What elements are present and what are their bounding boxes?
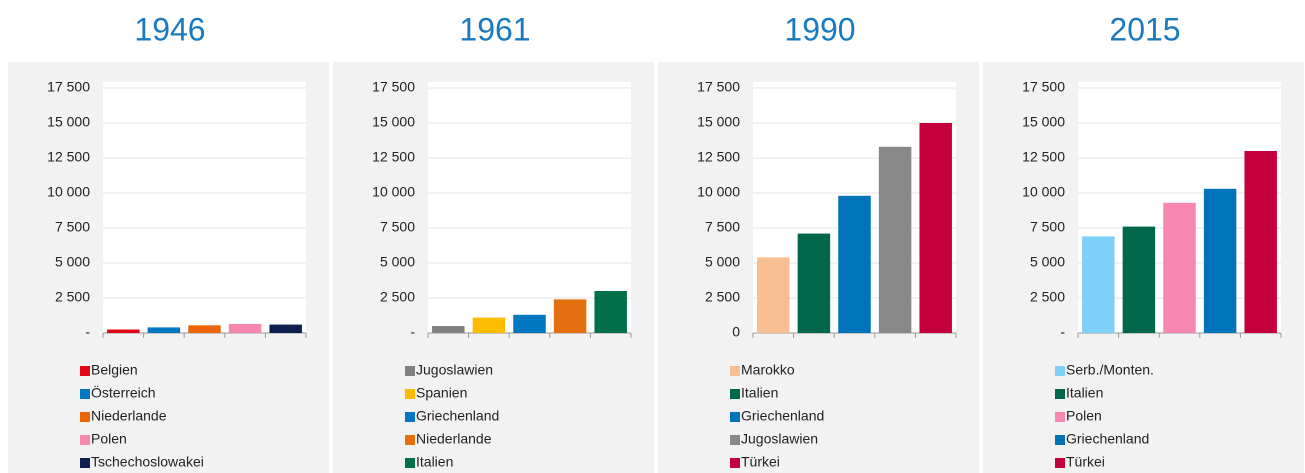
y-tick-label: 10 000 — [697, 184, 740, 200]
legend-label: Griechenland — [1066, 431, 1149, 447]
legend-label: Griechenland — [416, 408, 499, 424]
y-tick-label: 10 000 — [47, 184, 90, 200]
legend-label: Polen — [91, 431, 127, 447]
legend-swatch — [80, 435, 90, 445]
chart-title: 2015 — [1109, 11, 1180, 47]
bar — [432, 326, 465, 333]
y-tick-label: 2 500 — [1030, 289, 1065, 305]
bar — [1082, 236, 1115, 333]
legend-swatch — [80, 412, 90, 422]
y-tick-label: 17 500 — [47, 79, 90, 95]
legend-label: Tschechoslowakei — [91, 454, 204, 470]
legend-swatch — [1055, 458, 1065, 468]
legend-label: Jugoslawien — [741, 431, 818, 447]
bar — [1244, 151, 1277, 333]
legend-label: Spanien — [416, 385, 467, 401]
y-tick-label: 5 000 — [1030, 254, 1065, 270]
legend-label: Niederlande — [91, 408, 167, 424]
legend-swatch — [80, 389, 90, 399]
legend-swatch — [80, 366, 90, 376]
legend-swatch — [1055, 366, 1065, 376]
y-tick-label: 2 500 — [55, 289, 90, 305]
y-tick-label: 15 000 — [47, 114, 90, 130]
y-tick-label: 7 500 — [705, 219, 740, 235]
chart-title: 1946 — [134, 11, 205, 47]
bar — [553, 299, 587, 333]
bar — [797, 233, 831, 333]
plot-area — [103, 82, 306, 333]
bar — [472, 317, 506, 333]
y-tick-label: - — [1060, 324, 1065, 340]
legend-label: Jugoslawien — [416, 362, 493, 378]
bar — [594, 291, 627, 333]
y-tick-label: 5 000 — [55, 254, 90, 270]
legend-label: Griechenland — [741, 408, 824, 424]
legend-swatch — [405, 389, 415, 399]
legend-label: Italien — [1066, 385, 1103, 401]
legend-label: Österreich — [91, 384, 156, 401]
y-tick-label: 2 500 — [380, 289, 415, 305]
y-tick-label: 12 500 — [372, 149, 415, 165]
y-tick-label: 5 000 — [705, 254, 740, 270]
y-tick-label: 15 000 — [697, 114, 740, 130]
y-tick-label: 5 000 — [380, 254, 415, 270]
legend-swatch — [730, 435, 740, 445]
y-tick-label: 12 500 — [1022, 149, 1065, 165]
legend-label: Belgien — [91, 362, 138, 378]
legend-swatch — [1055, 389, 1065, 399]
bar — [878, 146, 912, 333]
bar — [513, 314, 546, 333]
chart-title: 1961 — [459, 11, 530, 47]
bar — [1122, 226, 1156, 333]
y-tick-label: 12 500 — [47, 149, 90, 165]
bar — [1203, 188, 1237, 333]
y-tick-label: 7 500 — [380, 219, 415, 235]
y-tick-label: 10 000 — [372, 184, 415, 200]
legend-label: Marokko — [741, 362, 795, 378]
legend-swatch — [730, 366, 740, 376]
legend-swatch — [405, 435, 415, 445]
y-tick-label: 10 000 — [1022, 184, 1065, 200]
bar — [269, 324, 302, 333]
bar — [188, 325, 221, 333]
legend-label: Serb./Monten. — [1066, 362, 1154, 378]
legend-label: Niederlande — [416, 431, 492, 447]
y-tick-label: 2 500 — [705, 289, 740, 305]
bar — [107, 329, 140, 333]
legend-swatch — [405, 412, 415, 422]
legend-label: Italien — [741, 385, 778, 401]
bar — [757, 257, 790, 333]
y-tick-label: 0 — [732, 324, 740, 340]
y-tick-label: 15 000 — [372, 114, 415, 130]
legend-swatch — [1055, 412, 1065, 422]
y-tick-label: 17 500 — [697, 79, 740, 95]
y-tick-label: 7 500 — [55, 219, 90, 235]
legend-swatch — [730, 458, 740, 468]
y-tick-label: 7 500 — [1030, 219, 1065, 235]
legend-swatch — [730, 389, 740, 399]
y-tick-label: 17 500 — [1022, 79, 1065, 95]
legend-swatch — [1055, 435, 1065, 445]
legend-label: Türkei — [741, 454, 780, 470]
legend-swatch — [730, 412, 740, 422]
y-tick-label: - — [410, 324, 415, 340]
bar — [1163, 202, 1196, 333]
legend-label: Italien — [416, 454, 453, 470]
y-tick-label: 15 000 — [1022, 114, 1065, 130]
bar — [838, 195, 871, 333]
y-tick-label: 12 500 — [697, 149, 740, 165]
legend-swatch — [80, 458, 90, 468]
legend-swatch — [405, 366, 415, 376]
chart-title: 1990 — [784, 11, 855, 47]
y-tick-label: 17 500 — [372, 79, 415, 95]
bar — [919, 123, 952, 333]
y-tick-label: - — [85, 324, 90, 340]
legend-label: Türkei — [1066, 454, 1105, 470]
bar — [228, 323, 262, 333]
legend-swatch — [405, 458, 415, 468]
legend-label: Polen — [1066, 408, 1102, 424]
bar — [147, 327, 181, 333]
